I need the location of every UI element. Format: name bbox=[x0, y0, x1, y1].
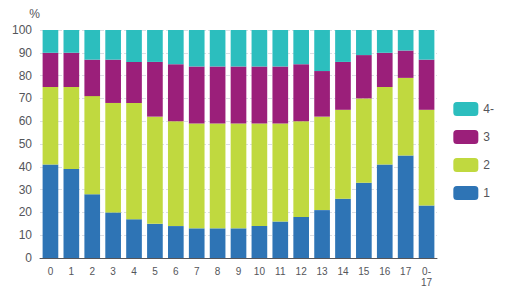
svg-text:15: 15 bbox=[358, 266, 370, 277]
svg-text:5: 5 bbox=[152, 266, 158, 277]
svg-text:10: 10 bbox=[254, 266, 266, 277]
svg-text:0: 0 bbox=[48, 266, 54, 277]
svg-text:90: 90 bbox=[19, 46, 33, 60]
svg-text:1: 1 bbox=[483, 186, 490, 200]
svg-text:3: 3 bbox=[110, 266, 116, 277]
svg-text:1: 1 bbox=[69, 266, 75, 277]
svg-text:0-: 0- bbox=[422, 266, 431, 277]
svg-text:11: 11 bbox=[275, 266, 286, 277]
svg-text:2: 2 bbox=[89, 266, 95, 277]
svg-text:16: 16 bbox=[379, 266, 391, 277]
svg-text:3: 3 bbox=[483, 130, 490, 144]
svg-text:0: 0 bbox=[25, 251, 32, 265]
svg-text:80: 80 bbox=[19, 69, 33, 83]
svg-text:30: 30 bbox=[19, 183, 33, 197]
svg-text:%: % bbox=[29, 7, 40, 21]
svg-text:7: 7 bbox=[194, 266, 200, 277]
svg-text:60: 60 bbox=[19, 114, 33, 128]
svg-text:6: 6 bbox=[173, 266, 179, 277]
svg-text:4-: 4- bbox=[483, 102, 494, 116]
svg-text:2: 2 bbox=[483, 158, 490, 172]
svg-text:9: 9 bbox=[236, 266, 242, 277]
svg-text:4: 4 bbox=[131, 266, 137, 277]
svg-text:20: 20 bbox=[19, 205, 33, 219]
svg-text:50: 50 bbox=[19, 137, 33, 151]
svg-text:13: 13 bbox=[317, 266, 329, 277]
svg-text:70: 70 bbox=[19, 91, 33, 105]
svg-text:14: 14 bbox=[337, 266, 349, 277]
svg-text:40: 40 bbox=[19, 160, 33, 174]
svg-text:17: 17 bbox=[400, 266, 412, 277]
svg-text:12: 12 bbox=[296, 266, 308, 277]
svg-text:17: 17 bbox=[421, 277, 433, 288]
svg-text:100: 100 bbox=[12, 23, 32, 37]
svg-text:8: 8 bbox=[215, 266, 221, 277]
svg-text:10: 10 bbox=[19, 228, 33, 242]
